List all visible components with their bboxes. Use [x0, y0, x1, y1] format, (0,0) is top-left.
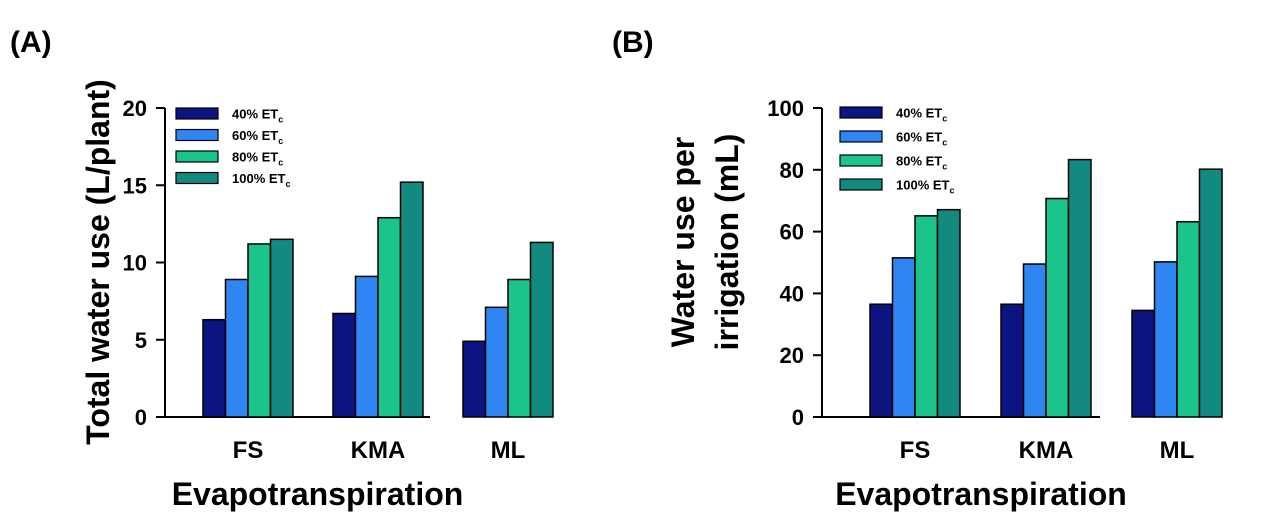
y-axis-title: Total water use (L/plant) — [80, 79, 116, 445]
legend-label-main: 100% ET — [232, 171, 286, 186]
bar-fs-60pct — [224, 278, 249, 418]
bar-fs-40pct — [869, 303, 894, 418]
legend-swatch — [175, 128, 219, 142]
y-tick-label: 10 — [123, 251, 147, 276]
y-axis-title-line: Total water use (L/plant) — [80, 79, 116, 445]
y-axis-title-line: Water use per — [665, 137, 701, 347]
chart-panel-b: (B) 0 20 40 60 80 100 FS KMA ML Evapotranspiration… — [612, 26, 1223, 512]
y-tick-label: 0 — [792, 405, 804, 430]
bar-kma-80pct — [1045, 197, 1070, 418]
legend-swatch — [839, 130, 883, 143]
legend-label: 80% ETc — [896, 154, 947, 172]
y-tick-label: 5 — [135, 328, 147, 353]
legend-label-main: 40% ET — [896, 106, 942, 121]
legend-label-subscript: c — [278, 158, 283, 168]
legend-label-main: 60% ET — [232, 128, 278, 143]
x-category-label: FS — [900, 437, 931, 464]
legend-label: 60% ETc — [896, 130, 947, 148]
bar-kma-100pct — [1067, 158, 1092, 418]
legend-label-subscript: c — [949, 186, 954, 196]
y-tick-label: 15 — [123, 173, 147, 198]
legend-label: 40% ETc — [232, 107, 283, 125]
bar-kma-40pct — [1000, 303, 1025, 418]
x-axis-title: Evapotranspiration — [172, 476, 464, 512]
bar-kma-60pct — [354, 275, 379, 418]
legend-label-main: 40% ET — [232, 107, 278, 122]
legend-label-subscript: c — [942, 162, 947, 172]
legend-swatch — [175, 171, 219, 185]
bar-kma-40pct — [332, 312, 357, 418]
panel-label: (B) — [612, 26, 654, 59]
y-tick-label: 40 — [780, 281, 804, 306]
legend-label-main: 60% ET — [896, 130, 942, 145]
bar-fs-80pct — [914, 215, 939, 418]
y-tick-label: 20 — [123, 96, 147, 121]
bar-kma-80pct — [377, 216, 402, 418]
legend-label-main: 100% ET — [896, 178, 950, 193]
legend-label-subscript: c — [942, 138, 947, 148]
bar-ml-100pct — [529, 241, 554, 418]
bar-ml-80pct — [507, 278, 532, 418]
y-tick-label: 60 — [780, 220, 804, 245]
x-category-label: KMA — [1019, 437, 1074, 464]
bar-ml-80pct — [1176, 220, 1201, 418]
bar-fs-100pct — [269, 238, 294, 418]
legend-label-main: 80% ET — [232, 150, 278, 165]
y-tick-label: 20 — [780, 343, 804, 368]
bar-fs-60pct — [891, 257, 916, 418]
bar-ml-40pct — [462, 340, 487, 418]
legend-label: 40% ETc — [896, 106, 947, 124]
legend-swatch — [839, 154, 883, 167]
y-tick-label: 0 — [135, 405, 147, 430]
legend-swatch — [839, 178, 883, 191]
legend-label-subscript: c — [942, 114, 947, 124]
y-axis-title: Water use per irrigation (mL) — [665, 134, 745, 351]
legend-swatch — [175, 150, 219, 163]
y-tick-label: 80 — [780, 158, 804, 183]
y-axis-title-line: irrigation (mL) — [709, 134, 745, 351]
legend-label: 80% ETc — [232, 150, 283, 168]
legend-label-main: 80% ET — [896, 154, 942, 169]
y-tick-label: 100 — [767, 96, 804, 121]
legend-label: 60% ETc — [232, 128, 283, 146]
bar-fs-100pct — [936, 208, 961, 418]
bar-fs-80pct — [247, 243, 272, 418]
legend-swatch — [839, 106, 883, 119]
panel-label: (A) — [10, 26, 52, 59]
legend-swatch — [175, 107, 219, 120]
x-category-label: ML — [1160, 437, 1195, 464]
legend-label-subscript: c — [285, 179, 290, 189]
bar-fs-40pct — [202, 318, 227, 418]
x-category-label: ML — [491, 437, 526, 464]
bar-kma-100pct — [399, 181, 424, 418]
x-axis-title: Evapotranspiration — [835, 476, 1127, 512]
bar-ml-60pct — [1153, 261, 1178, 418]
x-category-label: FS — [233, 437, 264, 464]
bar-ml-100pct — [1198, 168, 1223, 418]
bar-ml-40pct — [1131, 309, 1156, 418]
bar-ml-60pct — [484, 306, 509, 418]
x-category-label: KMA — [351, 437, 406, 464]
legend-label: 100% ETc — [896, 178, 955, 196]
legend-label: 100% ETc — [232, 171, 291, 189]
bar-kma-60pct — [1022, 263, 1047, 418]
legend-label-subscript: c — [278, 136, 283, 146]
chart-panel-a: (A) 0 5 10 15 20 FS KMA ML Evapotranspiration Tota… — [10, 26, 554, 512]
legend-label-subscript: c — [278, 115, 283, 125]
